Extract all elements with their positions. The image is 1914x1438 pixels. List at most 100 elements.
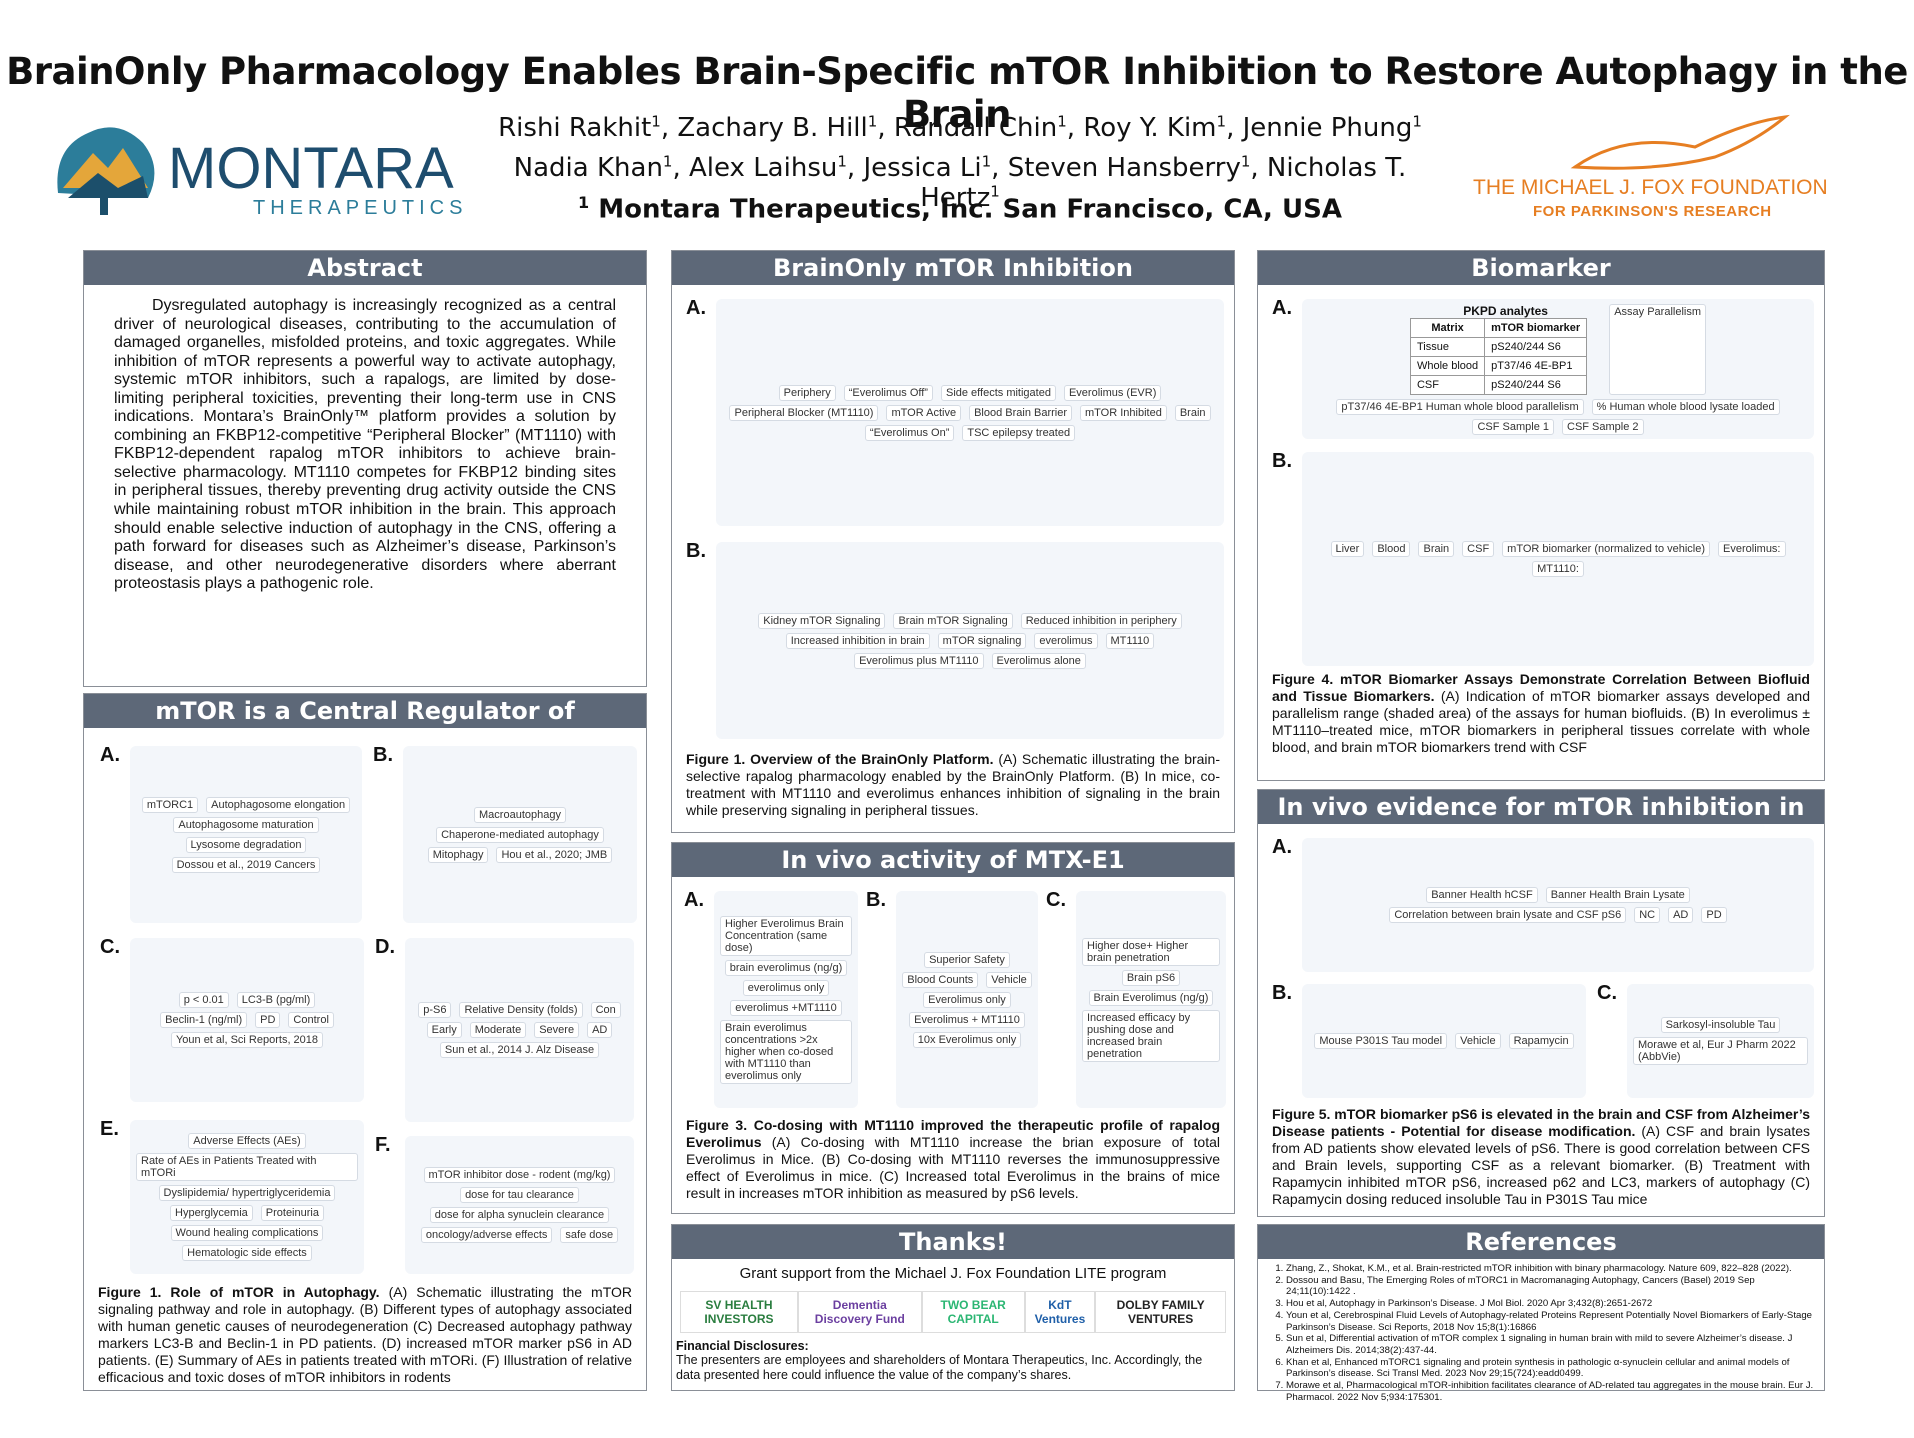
figure-text: oncology/adverse effects — [420, 1227, 553, 1243]
panel-label: E. — [100, 1118, 119, 1140]
author: Jennie Phung1 — [1243, 112, 1422, 143]
figure-text: dose for alpha synuclein clearance — [429, 1207, 610, 1223]
author-affiliation: 1 — [651, 112, 661, 130]
sponsor-logo: Dementia Discovery Fund — [797, 1291, 922, 1333]
figure-text: NC — [1634, 907, 1661, 923]
figure: p-S6 Relative Density (folds) Con Early Mode… — [405, 938, 634, 1122]
author-name: Randall Chin — [893, 112, 1058, 143]
section: In vivo evidence for mTOR inhibition in … — [1257, 789, 1825, 1217]
affiliation-text: Montara Therapeutics, Inc. San Francisco… — [598, 194, 1342, 225]
logo-subtitle: THERAPEUTICS — [253, 197, 467, 218]
figure-text: Adverse Effects (AEs) — [188, 1133, 306, 1149]
figure-text: PD — [255, 1012, 281, 1028]
section-heading: Biomarker — [1258, 251, 1824, 285]
figure: Periphery “Everolimus Off” Side effects mi… — [716, 299, 1224, 526]
figure-text: Rapamycin — [1508, 1033, 1574, 1049]
disclosures-text: The presenters are employees and shareho… — [676, 1353, 1203, 1382]
figure-text: everolimus only — [742, 979, 830, 996]
figure-text: AD — [587, 1022, 613, 1038]
reference: Morawe et al, Pharmacological mTOR-inhib… — [1286, 1380, 1814, 1403]
caption-title: Figure 3. Co-dosing with MT1110 improved… — [686, 1117, 1220, 1151]
figure-text: Autophagosome maturation — [173, 816, 319, 833]
table-title: PKPD analytes — [1463, 303, 1548, 318]
table-block: PKPD analytes Matrix mTOR biomarker Tissue p… — [1409, 303, 1601, 395]
author-affiliation: 1 — [981, 152, 992, 170]
figure-text: AD — [1668, 907, 1694, 923]
author-name: Alex Laihsu — [689, 152, 838, 183]
figure-text: Moderate — [469, 1022, 527, 1038]
figure-text: Periphery — [778, 384, 836, 401]
affiliation-marker: 1 — [578, 193, 590, 212]
logo-name: MONTARA — [168, 136, 454, 201]
figure-panel: B. Superior Safety Blood Counts Vehicle Ever… — [862, 885, 1040, 1110]
section-heading: Thanks! — [672, 1225, 1234, 1259]
author-name: Nicholas T. Hertz — [920, 152, 1407, 214]
figure-text: Brain everolimus concentrations >2x high… — [720, 1019, 852, 1084]
figure-text: Correlation between brain lysate and CSF… — [1389, 907, 1627, 923]
mjff-logo: THE MICHAEL J. FOX FOUNDATION FOR PARKIN… — [1473, 114, 1828, 220]
author-name: Steven Hansberry — [1007, 152, 1241, 183]
affiliation: 1 Montara Therapeutics, Inc. San Francis… — [470, 193, 1450, 225]
figure-panel: C. p < 0.01 LC3-B (pg/ml) Beclin-1 (ng/ml) P… — [96, 932, 366, 1104]
figure-text: Everolimus alone — [991, 652, 1086, 669]
figure-text: Blood Counts — [902, 971, 979, 988]
panel-label: A. — [684, 889, 704, 911]
table-cell: pS240/244 S6 — [1484, 336, 1588, 357]
figure: Adverse Effects (AEs) Rate of AEs in Pati… — [130, 1120, 364, 1274]
author: Nadia Khan1, — [513, 152, 689, 183]
caption-title: Figure 1. Role of mTOR in Autophagy. — [98, 1284, 380, 1300]
author-name: Zachary B. Hill — [677, 112, 868, 143]
section-heading: mTOR is a Central Regulator of Autophagy — [84, 694, 646, 759]
table-header-cell: Matrix — [1409, 317, 1486, 338]
author-affiliation: 1 — [1412, 112, 1422, 130]
figure: mTORC1 Autophagosome elongation Autophagos… — [130, 746, 362, 923]
figure-panel: C. Higher dose+ Higher brain penetration B… — [1042, 885, 1228, 1110]
author: Steven Hansberry1, — [1007, 152, 1267, 183]
figure-text: Proteinuria — [260, 1205, 324, 1221]
author: Zachary B. Hill1, — [677, 112, 894, 143]
table-cell: Whole blood — [1409, 355, 1486, 376]
authors-line: Rishi Rakhit1, Zachary B. Hill1, Randall… — [470, 112, 1450, 143]
figure-text: mTOR Active — [886, 404, 962, 421]
figure-panel: E. Adverse Effects (AEs) Rate of AEs in Pa… — [96, 1114, 366, 1276]
reference-list: Zhang, Z., Shokat, K.M., et al. Brain-re… — [1264, 1263, 1814, 1403]
figure: p < 0.01 LC3-B (pg/ml) Beclin-1 (ng/ml) PD C… — [130, 938, 364, 1102]
figure-text: Increased efficacy by pushing dose and i… — [1082, 1009, 1220, 1062]
figure-text: Everolimus only — [923, 991, 1011, 1008]
montara-logo: MONTARA THERAPEUTICS — [57, 127, 467, 218]
table-row: CSF pS240/244 S6 — [1409, 374, 1588, 395]
figure-text: Hematologic side effects — [182, 1245, 312, 1261]
reference: Dossou and Basu, The Emerging Roles of m… — [1286, 1275, 1814, 1298]
figure: Higher dose+ Higher brain penetration Bra… — [1076, 891, 1226, 1108]
logo-subtitle: FOR PARKINSON'S RESEARCH — [1533, 203, 1772, 220]
sponsor-logo: DOLBY FAMILY VENTURES — [1095, 1291, 1226, 1333]
figure: Higher Everolimus Brain Concentration (s… — [714, 891, 858, 1108]
figure-panel: C. Sarkosyl-insoluble Tau Morawe et al, Eu… — [1593, 978, 1816, 1100]
author-name: Roy Y. Kim — [1083, 112, 1217, 143]
panel-label: A. — [686, 297, 706, 319]
figure-text: Severe — [534, 1022, 580, 1038]
figure-text: Youn et al, Sci Reports, 2018 — [170, 1032, 324, 1048]
figure-text: Blood — [1372, 541, 1411, 557]
figure-text: Brain pS6 — [1121, 969, 1181, 986]
caption: Figure 4. mTOR Biomarker Assays Demonstr… — [1272, 671, 1810, 756]
caption: Figure 1. Overview of the BrainOnly Plat… — [686, 751, 1220, 819]
sponsor-logo: KdT Ventures — [1024, 1291, 1096, 1333]
figure-text: Peripheral Blocker (MT1110) — [729, 404, 879, 421]
figure-text: Beclin-1 (ng/ml) — [160, 1012, 248, 1028]
figure-text: CSF Sample 1 — [1472, 418, 1554, 435]
figure-text: Sun et al., 2014 J. Alz Disease — [439, 1042, 600, 1058]
author-affiliation: 1 — [990, 182, 1000, 201]
section: BrainOnly mTOR Inhibition A. Periphery “Eve… — [671, 250, 1235, 833]
logo-shape — [68, 173, 148, 198]
logo-shape — [1570, 114, 1790, 170]
sponsor-logo: TWO BEAR CAPITAL — [921, 1291, 1025, 1333]
caption-title: Figure 4. mTOR Biomarker Assays Demonstr… — [1272, 671, 1810, 705]
sponsor-logo: SV HEALTH INVESTORS — [680, 1291, 798, 1333]
figure-text: Everolimus: — [1718, 541, 1786, 557]
table-header: Matrix mTOR biomarker — [1409, 317, 1588, 338]
section: In vivo activity of MTX-E1 A. Higher Evero… — [671, 842, 1235, 1214]
figure-text: Con — [590, 1002, 621, 1018]
figure-text: Relative Density (folds) — [459, 1002, 583, 1018]
